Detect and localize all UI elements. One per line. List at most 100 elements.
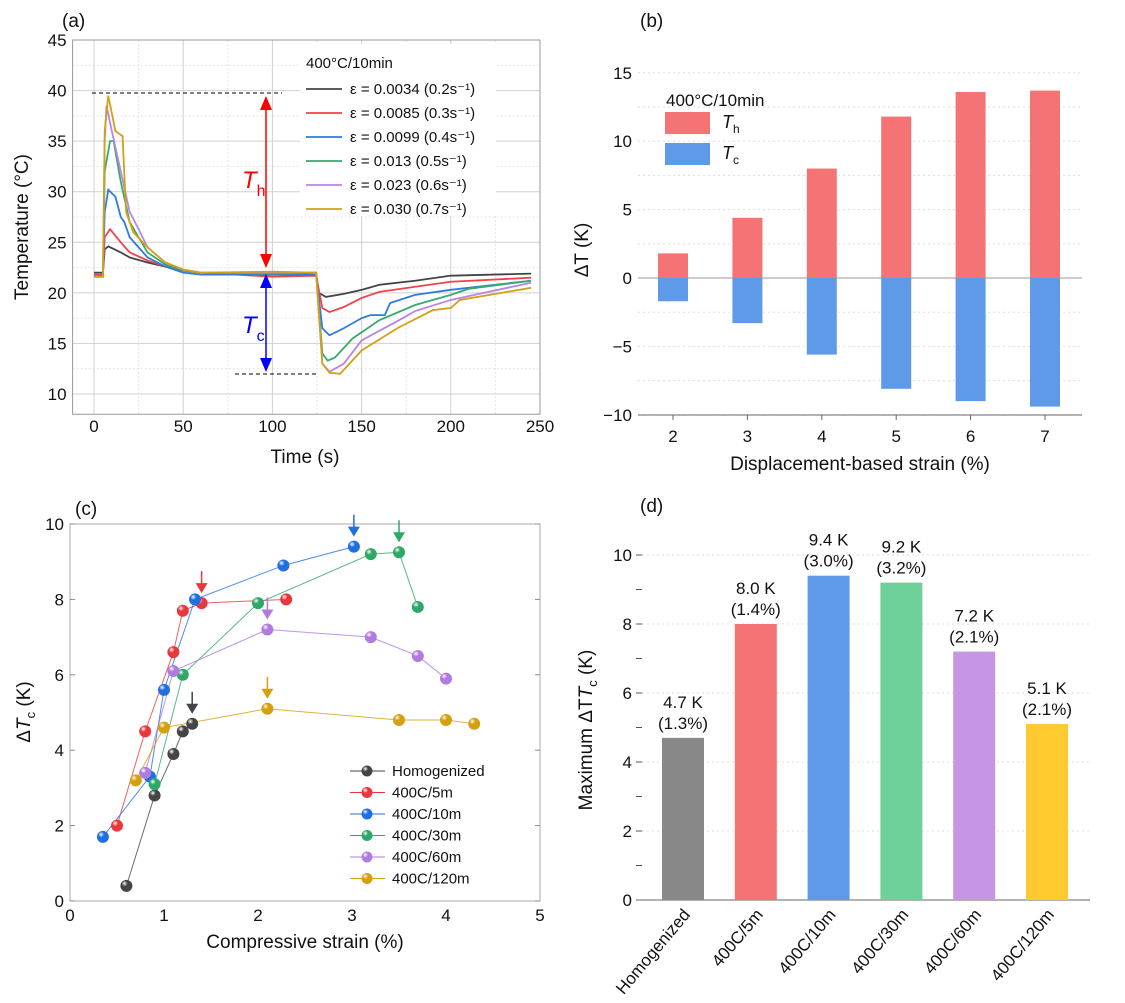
y-tick-label: 0: [623, 269, 632, 288]
th-label: Th: [242, 167, 266, 200]
y-tick-label: 10: [45, 515, 64, 534]
data-label-strain: (3.2%): [876, 559, 926, 578]
unit: (K): [14, 681, 35, 712]
legend-label: Homogenized: [392, 763, 485, 780]
data-point: [468, 717, 481, 730]
delta: Δ: [14, 730, 35, 743]
y-tick-label: 10: [613, 546, 632, 565]
legend-label: 400C/5m: [392, 785, 453, 802]
arrow-head-icon: [261, 688, 274, 699]
y-tick-label: 45: [48, 31, 67, 50]
y-tick-label: 10: [613, 132, 632, 151]
data-point: [364, 548, 377, 561]
legend-label: 400C/60m: [392, 849, 461, 866]
data-point: [393, 546, 405, 559]
x-tick-label: 2: [668, 427, 677, 446]
subscript: c: [733, 153, 739, 167]
legend-marker: [361, 873, 373, 884]
y-tick-label: 15: [613, 64, 632, 83]
bar-h: [955, 91, 986, 279]
panel-b: (b) −10 −5 0 5 10 15 2 3 4 5 6 7 Displacement-based s…: [572, 11, 1082, 475]
y-tick-label: 4: [623, 753, 632, 772]
legend-title: 400°C/10min: [306, 55, 393, 72]
x-tick-label: 4: [441, 906, 450, 925]
x-tick-label: 200: [437, 417, 465, 436]
y-tick-label: −10: [603, 406, 632, 425]
y-tick-label: 5: [623, 201, 632, 220]
data-point: [167, 665, 180, 678]
x-axis-label: Compressive strain (%): [206, 932, 403, 953]
bar: [734, 624, 777, 900]
legend-swatch: [665, 112, 710, 134]
series-line-3: [154, 551, 419, 785]
data-point: [252, 597, 264, 610]
bar-c: [658, 278, 688, 302]
italic-symbol: T: [242, 167, 259, 194]
legend-label: ε = 0.0034 (0.2s⁻¹): [350, 81, 475, 98]
data-point: [129, 774, 142, 787]
series-line-2: [102, 546, 355, 838]
bar: [1026, 724, 1068, 900]
subscript: h: [257, 183, 266, 200]
series-line-4: [144, 629, 447, 773]
series-line-1: [116, 598, 287, 826]
legend-label: Tc: [722, 143, 739, 167]
y-tick-label: 20: [48, 284, 67, 303]
bar: [807, 575, 850, 900]
panel-d: (d) 0 2 4 6 8 10 4.7 K (1.3%) Homogenized 8.0 K (1.…: [576, 496, 1090, 998]
data-point: [167, 646, 180, 659]
data-point: [158, 683, 170, 696]
data-point: [148, 778, 161, 791]
data-point: [148, 789, 161, 802]
label: Maximum ΔT: [576, 698, 597, 810]
data-label-strain: (2.1%): [1022, 700, 1072, 719]
bar-c: [732, 278, 763, 324]
subscript: c: [585, 680, 600, 687]
arrow-head-icon: [195, 583, 208, 594]
panel-label: (a): [62, 11, 85, 32]
x-tick-label: 400C/120m: [987, 905, 1058, 985]
legend-label: ε = 0.013 (0.5s⁻¹): [350, 153, 467, 170]
x-tick-label: 150: [347, 417, 375, 436]
y-axis-label: ΔTc (K): [14, 681, 38, 742]
x-tick-label: 3: [743, 427, 752, 446]
data-point: [111, 819, 123, 832]
italic-symbol: T: [14, 717, 35, 730]
italic-symbol: T: [722, 143, 735, 163]
arrow-head-icon: [261, 609, 274, 620]
data-point: [189, 593, 202, 606]
x-tick-label: 0: [65, 906, 74, 925]
panel-c: (c) 0 2 4 6 8 10 0 1 2 3 4 5 Compressive strain (%) ΔT…: [14, 499, 545, 953]
y-tick-label: −5: [613, 337, 632, 356]
italic-symbol: T: [722, 112, 735, 132]
arrow-head-icon: [393, 532, 405, 543]
data-point: [176, 604, 189, 617]
data-point: [364, 631, 377, 644]
x-tick-label: 7: [1040, 427, 1049, 446]
legend-box: [347, 758, 532, 892]
x-tick-label: 250: [526, 417, 554, 436]
bar-h: [806, 168, 837, 278]
x-tick-label: 50: [174, 417, 193, 436]
data-point: [167, 747, 180, 760]
bar-c: [955, 278, 986, 402]
series-line-5: [94, 95, 532, 375]
y-axis-label: ΔT (K): [572, 223, 593, 278]
x-tick-label: 5: [535, 906, 544, 925]
data-point: [186, 717, 199, 730]
data-point: [440, 714, 452, 727]
data-point: [393, 714, 405, 727]
x-tick-label: 6: [966, 427, 975, 446]
data-label: 5.1 K: [1027, 679, 1067, 698]
legend-label: 400C/120m: [392, 871, 470, 888]
legend-box: [300, 44, 496, 216]
arrow-head-icon: [260, 274, 272, 288]
x-tick-label: 400C/10m: [775, 905, 840, 977]
panel-label: (c): [75, 499, 97, 520]
subscript: c: [23, 711, 38, 718]
x-tick-label: 400C/30m: [847, 905, 912, 977]
legend-marker: [361, 830, 373, 841]
data-point: [139, 766, 152, 779]
data-point: [411, 649, 424, 662]
